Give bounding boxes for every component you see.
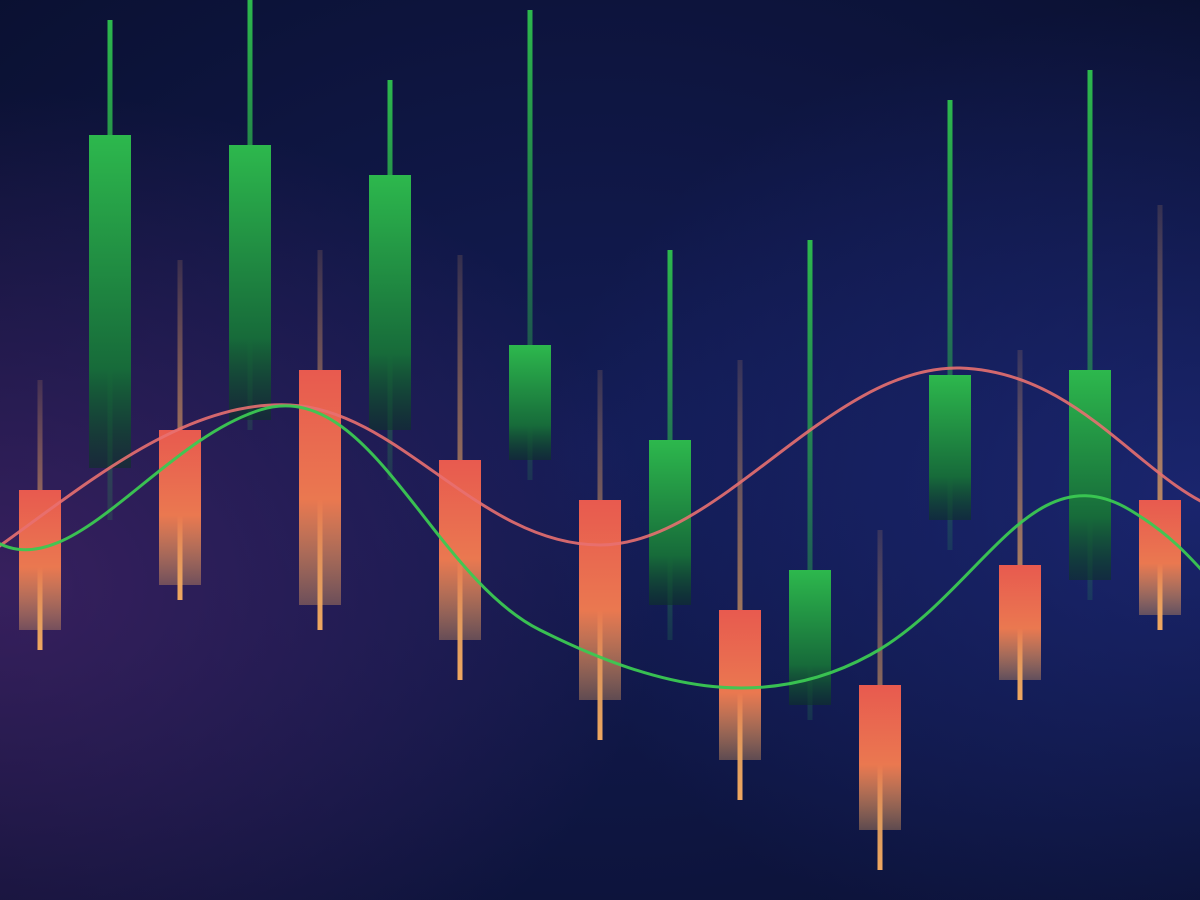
chart-svg [0, 0, 1200, 900]
candle-body [89, 135, 131, 468]
candle-body [649, 440, 691, 605]
candle-body [1139, 500, 1181, 615]
candle-body [439, 460, 481, 640]
candle-body [789, 570, 831, 705]
candle-body [369, 175, 411, 430]
candle-body [999, 565, 1041, 680]
candle-body [719, 610, 761, 760]
candle-body [859, 685, 901, 830]
candle-body [579, 500, 621, 700]
candle-body [1069, 370, 1111, 580]
candle-body [19, 490, 61, 630]
candle-body [509, 345, 551, 460]
candlestick-chart [0, 0, 1200, 900]
candle-body [229, 145, 271, 420]
candle-body [929, 375, 971, 520]
